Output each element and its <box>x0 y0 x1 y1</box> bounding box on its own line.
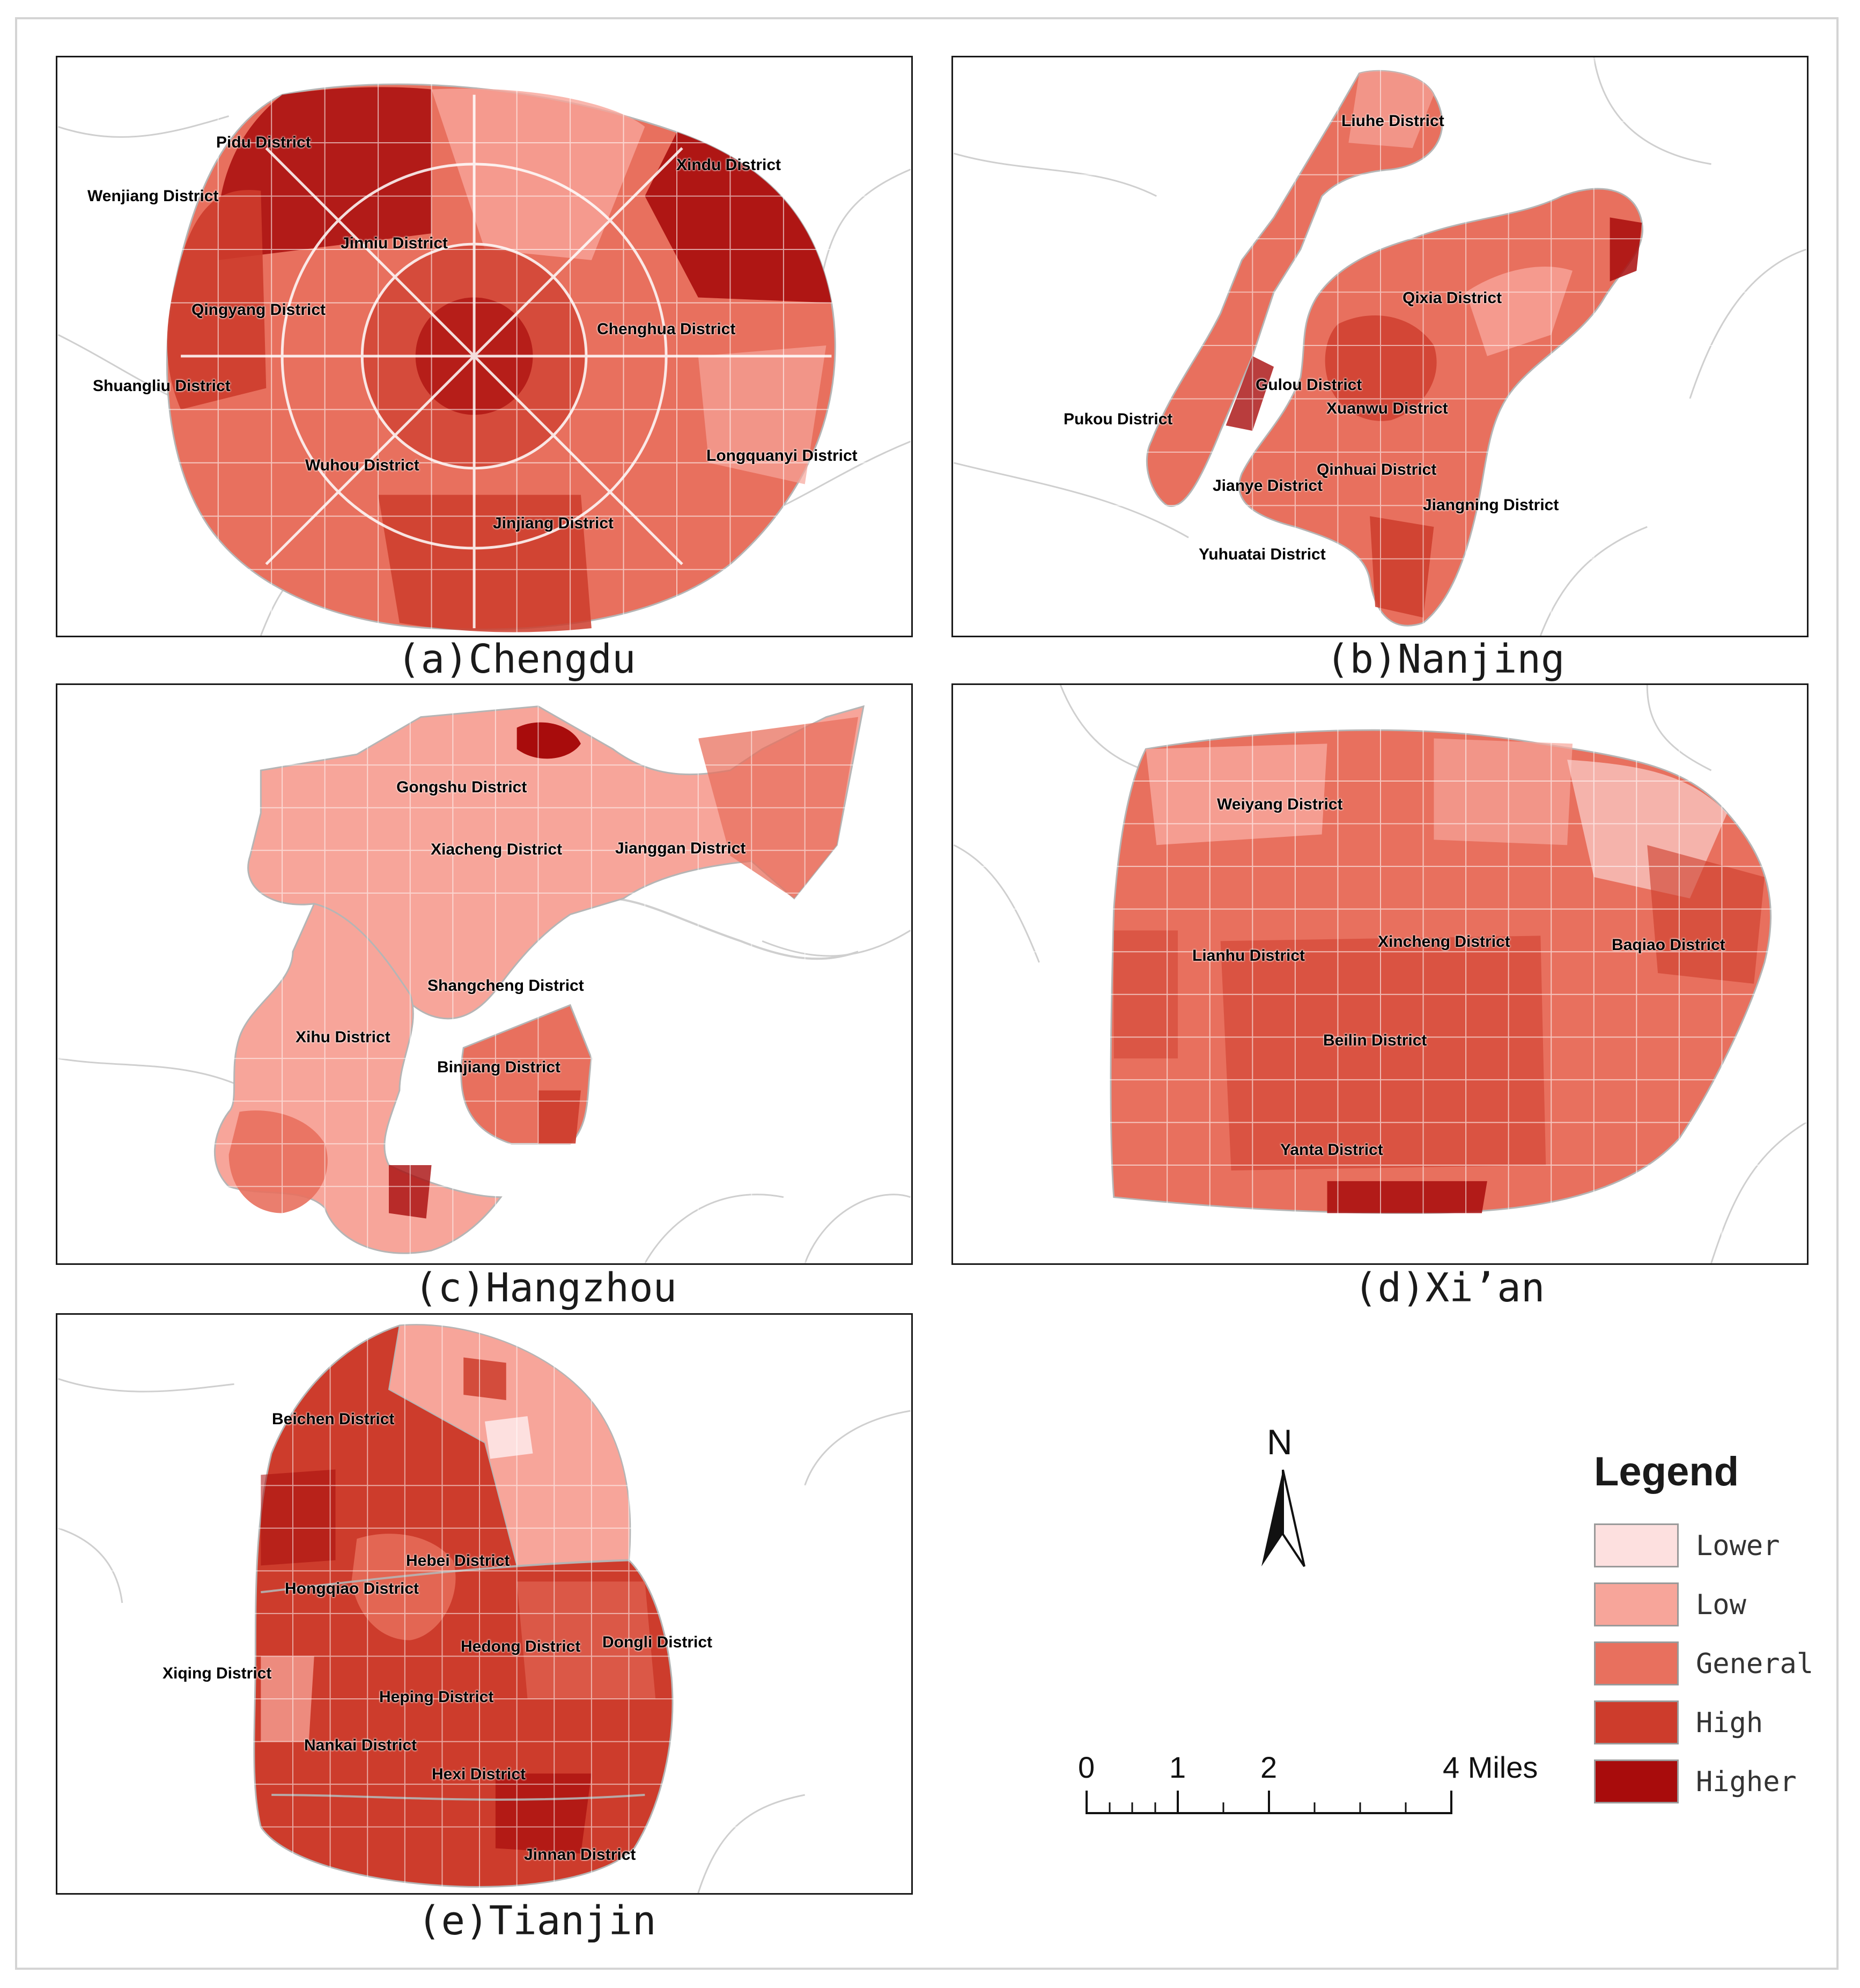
district-label: Dongli District <box>602 1633 713 1651</box>
district-label: Jinniu District <box>341 234 448 252</box>
district-label: Hexi District <box>432 1765 526 1783</box>
district-label: Jianye District <box>1213 477 1323 495</box>
legend-item-low: Low <box>1594 1582 1846 1626</box>
district-label: Nankai District <box>304 1736 417 1754</box>
panel-caption-nanjing: (b)Nanjing <box>1326 636 1565 682</box>
legend-swatch <box>1594 1641 1679 1685</box>
scale-tick-label: 2 <box>1260 1750 1278 1784</box>
legend-item-higher: Higher <box>1594 1759 1846 1803</box>
north-label: N <box>1267 1422 1293 1462</box>
legend-item-general: General <box>1594 1641 1846 1685</box>
district-label: Wuhou District <box>305 456 419 474</box>
district-label: Qinhuai District <box>1317 461 1437 478</box>
panel-caption-tianjin: (e)Tianjin <box>417 1898 656 1944</box>
legend-label: Lower <box>1696 1530 1780 1562</box>
legend-label: General <box>1696 1648 1814 1680</box>
map-panel-hangzhou: Gongshu District Xiacheng District Jiang… <box>56 683 913 1265</box>
legend-swatch <box>1594 1759 1679 1803</box>
scale-bar <box>1086 1791 1452 1814</box>
panel-caption-hangzhou: (c)Hangzhou <box>414 1265 677 1311</box>
district-label: Pukou District <box>1064 410 1173 428</box>
chengdu-map <box>57 57 911 636</box>
legend-label: High <box>1696 1707 1763 1739</box>
legend-title: Legend <box>1594 1449 1739 1494</box>
district-label: Qingyang District <box>191 301 326 319</box>
scale-tick-label: 0 <box>1078 1750 1095 1784</box>
district-label: Shuangliu District <box>93 377 231 395</box>
scale-tick-label: 4 Miles <box>1443 1750 1538 1784</box>
district-label: Longquanyi District <box>706 447 858 465</box>
hangzhou-map <box>58 685 911 1263</box>
map-panel-tianjin: Beichen District Hebei District Hongqiao… <box>56 1313 913 1895</box>
district-label: Jinjiang District <box>493 514 614 532</box>
district-label: Yanta District <box>1280 1141 1383 1159</box>
legend-item-high: High <box>1594 1700 1846 1744</box>
district-label: Gulou District <box>1256 376 1362 394</box>
legend-item-lower: Lower <box>1594 1523 1846 1567</box>
district-label: Lianhu District <box>1192 947 1305 964</box>
figure-frame <box>15 17 1839 1970</box>
district-label: Qixia District <box>1403 289 1502 307</box>
district-label: Jiangning District <box>1423 496 1559 514</box>
district-label: Yuhuatai District <box>1199 546 1326 563</box>
district-label: Shangcheng District <box>427 977 584 995</box>
district-label: Xiqing District <box>163 1665 272 1682</box>
district-label: Hebei District <box>406 1552 510 1570</box>
district-label: Weiyang District <box>1217 796 1343 813</box>
district-label: Beilin District <box>1323 1032 1427 1049</box>
legend-label: Low <box>1696 1589 1746 1621</box>
panel-caption-xian: (d)Xi’an <box>1354 1265 1545 1311</box>
district-label: Liuhe District <box>1341 112 1444 130</box>
district-label: Xihu District <box>296 1028 390 1046</box>
district-label: Xuanwu District <box>1326 400 1448 417</box>
district-label: Hongqiao District <box>285 1580 419 1597</box>
district-label: Chenghua District <box>597 320 736 338</box>
district-label: Xiacheng District <box>431 841 563 858</box>
district-label: Wenjiang District <box>87 187 219 205</box>
district-label: Heping District <box>379 1688 494 1706</box>
scale-tick-label: 1 <box>1169 1750 1186 1784</box>
nanjing-map <box>954 57 1807 636</box>
district-label: Gongshu District <box>396 778 527 796</box>
map-panel-chengdu: Pidu District Xindu District Wenjiang Di… <box>56 56 913 637</box>
legend-swatch <box>1594 1523 1679 1567</box>
legend-swatch <box>1594 1582 1679 1626</box>
north-arrow-icon <box>1261 1469 1305 1567</box>
legend-swatch <box>1594 1700 1679 1744</box>
district-label: Pidu District <box>216 134 311 151</box>
district-label: Xindu District <box>676 156 781 174</box>
district-label: Binjiang District <box>437 1058 561 1076</box>
xian-map <box>953 685 1807 1263</box>
district-label: Xincheng District <box>1378 933 1510 951</box>
district-label: Baqiao District <box>1612 936 1725 954</box>
panel-caption-chengdu: (a)Chengdu <box>397 636 636 682</box>
tianjin-map <box>57 1315 911 1893</box>
district-label: Hedong District <box>461 1638 581 1655</box>
district-label: Jinnan District <box>524 1846 636 1864</box>
map-panel-nanjing: Liuhe District Qixia District Gulou Dist… <box>951 56 1809 637</box>
district-label: Jianggan District <box>615 840 746 857</box>
legend-label: Higher <box>1696 1766 1797 1798</box>
map-panel-xian: Weiyang District Lianhu District Xinchen… <box>951 683 1809 1265</box>
district-label: Beichen District <box>272 1410 395 1428</box>
